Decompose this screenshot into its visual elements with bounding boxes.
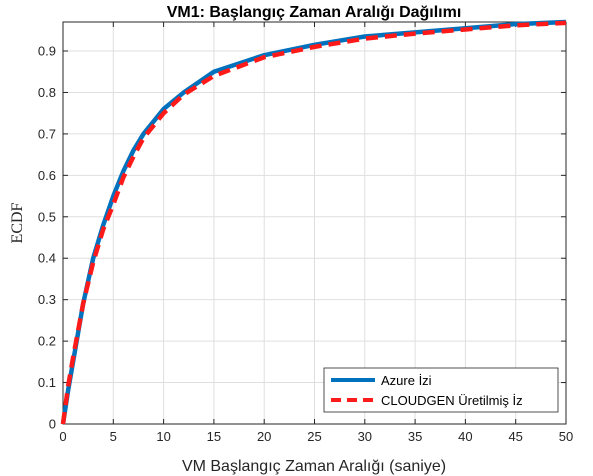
y-tick-label: 0.6	[38, 168, 56, 183]
x-tick-label: 40	[458, 429, 472, 444]
y-tick-label: 0.2	[38, 334, 56, 349]
y-tick-label: 0.3	[38, 292, 56, 307]
x-tick-label: 5	[110, 429, 117, 444]
legend: Azure İzi CLOUDGEN Üretilmiş İz	[323, 367, 559, 413]
x-tick-label: 10	[156, 429, 170, 444]
x-tick-label: 20	[257, 429, 271, 444]
x-tick-label: 35	[408, 429, 422, 444]
y-tick-label: 0.8	[38, 85, 56, 100]
series	[60, 19, 567, 425]
y-tick-label: 0.1	[38, 375, 56, 390]
axis-ticks: 0 5 10 15 20 25 30 35 40 45 50 0 0.1 0.2 0.3 0.4 0.5 0.6 0…	[38, 22, 573, 444]
x-tick-label: 25	[307, 429, 321, 444]
x-tick-label: 30	[358, 429, 372, 444]
y-tick-label: 0.5	[38, 209, 56, 224]
y-tick-label: 0.7	[38, 126, 56, 141]
chart-title: VM1: Başlangıç Zaman Aralığı Dağılımı	[167, 4, 462, 21]
series-line-cloudgen	[60, 20, 567, 425]
legend-box	[323, 367, 559, 413]
x-tick-label: 50	[559, 429, 573, 444]
x-tick-label: 15	[207, 429, 221, 444]
y-tick-label: 0	[49, 417, 56, 432]
y-tick-label: 0.9	[38, 44, 56, 59]
x-tick-label: 45	[508, 429, 522, 444]
legend-label-cloudgen: CLOUDGEN Üretilmiş İz	[381, 393, 523, 408]
legend-label-azure: Azure İzi	[381, 373, 432, 388]
x-tick-label: 0	[59, 429, 66, 444]
y-tick-label: 0.4	[38, 251, 56, 266]
y-axis-title: ECDF	[9, 202, 26, 243]
x-axis-title: VM Başlangıç Zaman Aralığı (saniye)	[182, 458, 446, 475]
